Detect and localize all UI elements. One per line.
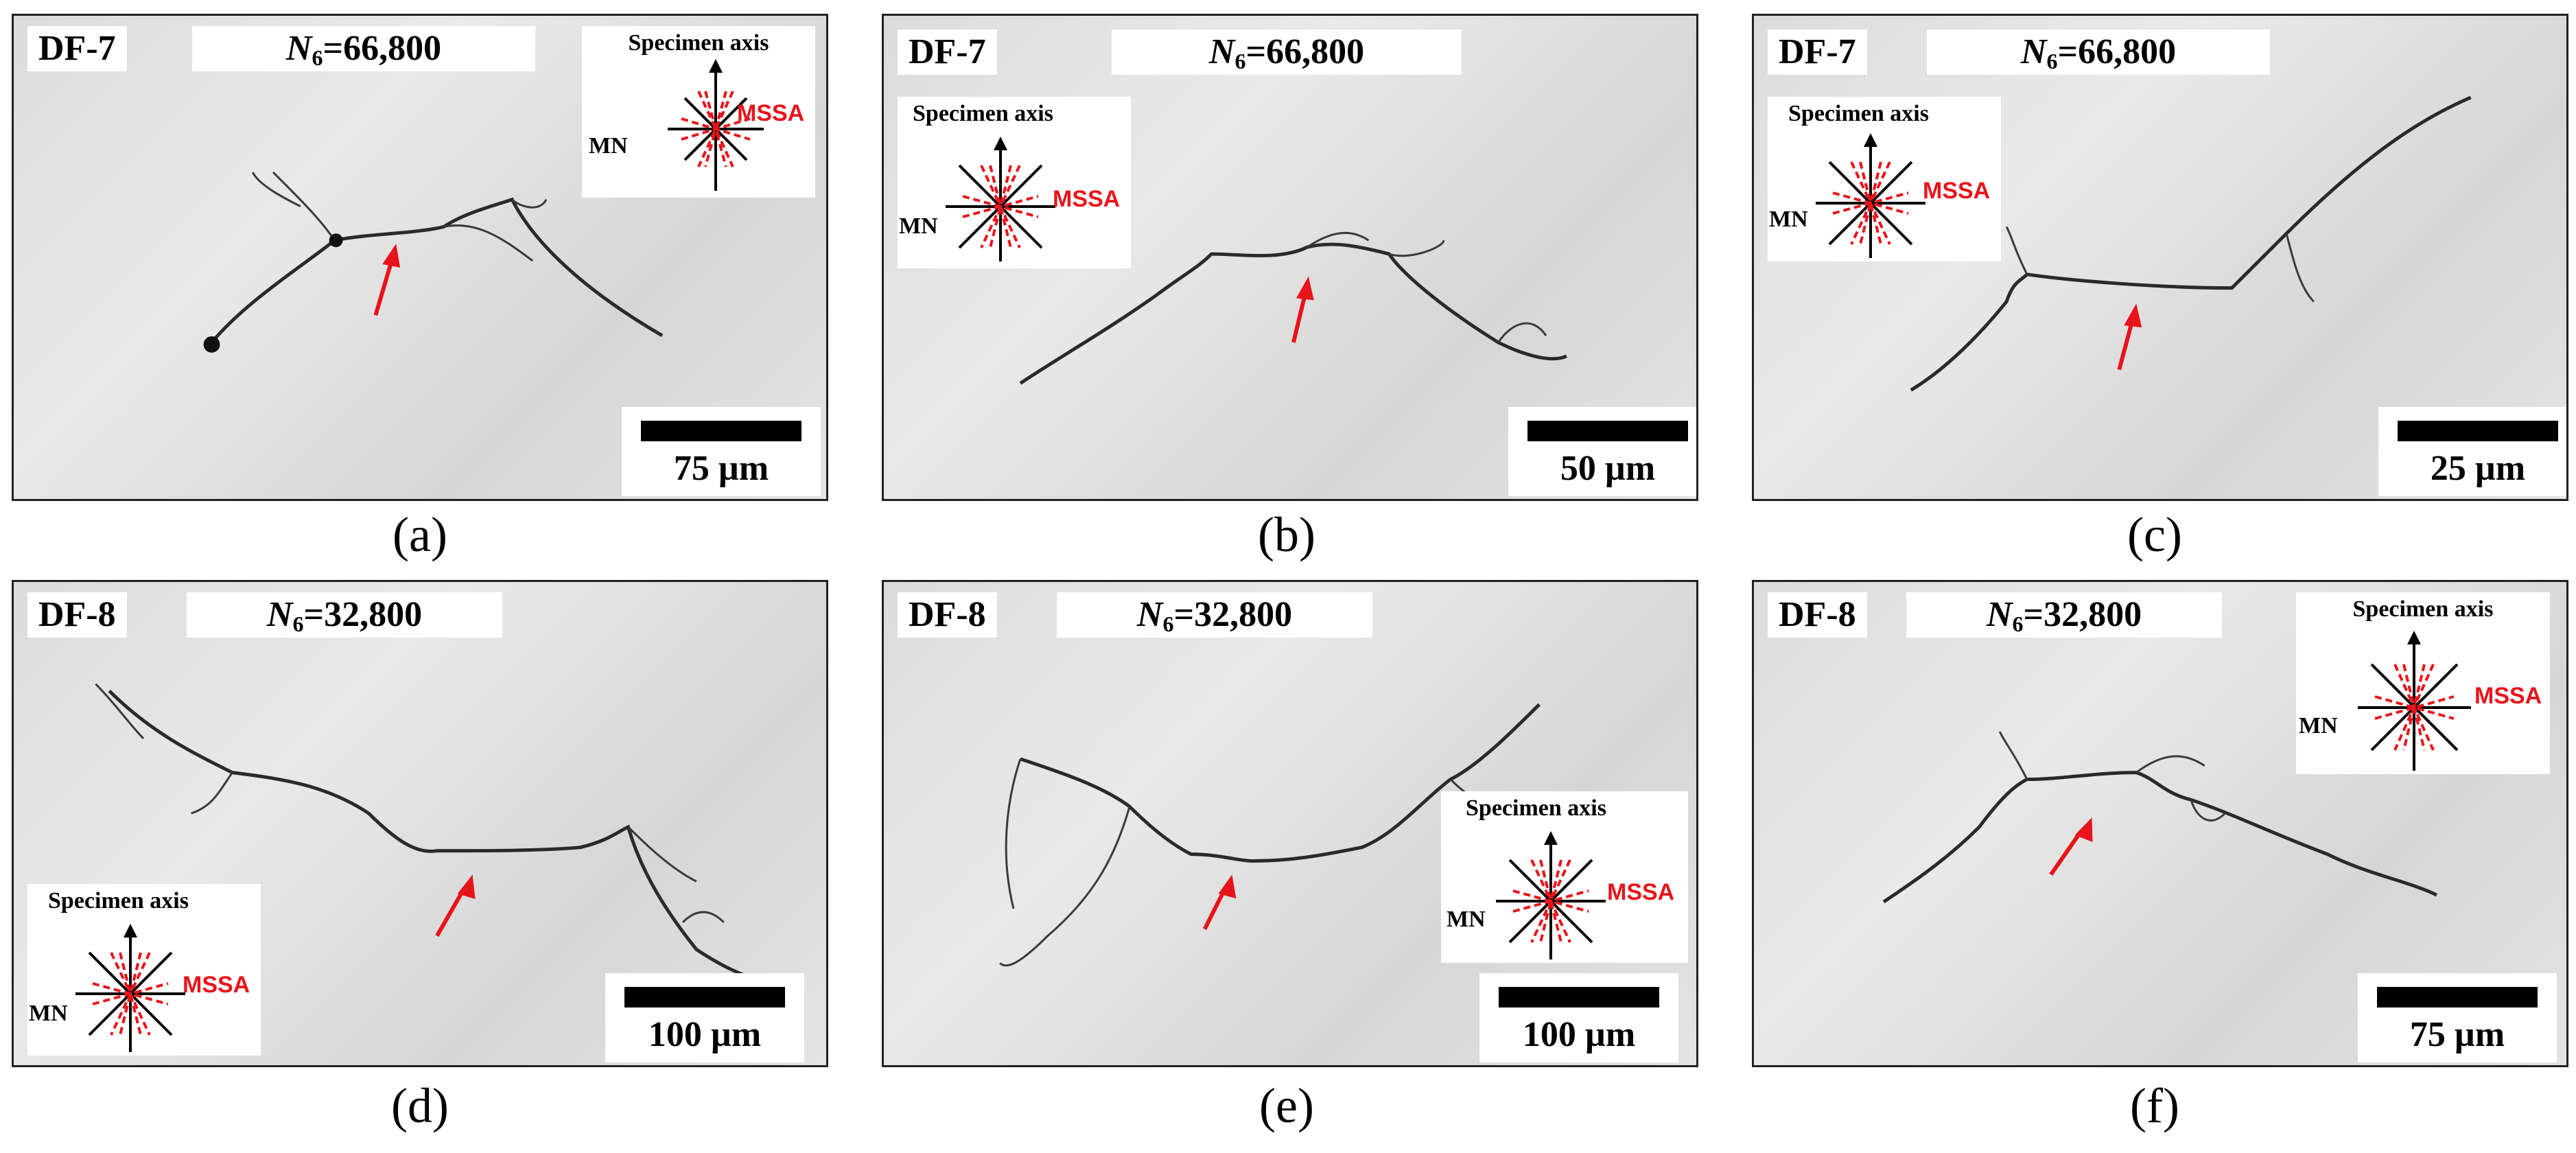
red-arrow-icon — [1291, 290, 1308, 343]
micrograph-panel-f: DF-8 N6=32,800 Specimen axis MN MSSA 75 … — [1752, 580, 2568, 1067]
scale-bar: 25 µm — [2378, 407, 2566, 496]
crack-micrograph — [203, 172, 664, 353]
crack-micrograph — [1882, 731, 2438, 904]
mn-label: MN — [1447, 907, 1486, 932]
specimen-label: DF-7 — [1768, 30, 1867, 75]
specimen-label: DF-7 — [898, 30, 997, 75]
mssa-label: MSSA — [2474, 683, 2542, 709]
scale-bar: 75 µm — [2358, 973, 2557, 1062]
orientation-legend: Specimen axis MN MSSA — [1768, 97, 2001, 261]
cycle-count: N6=66,800 — [1927, 30, 2270, 75]
red-arrow-icon — [2049, 829, 2084, 876]
scale-label: 50 µm — [1560, 449, 1656, 488]
red-arrow-icon — [373, 257, 395, 316]
micrograph-panel-c: DF-7 N6=66,800 Specimen axis MN MSSA 25 … — [1752, 14, 2568, 501]
scale-label: 100 µm — [648, 1015, 762, 1054]
scale-label: 25 µm — [2430, 449, 2526, 488]
axis-title: Specimen axis — [1466, 795, 1606, 821]
orientation-legend: Specimen axis MN MSSA — [2296, 592, 2550, 774]
specimen-label: DF-8 — [27, 592, 127, 638]
axis-title: Specimen axis — [628, 30, 769, 56]
cycle-count: N6=66,800 — [1112, 30, 1462, 75]
scale-label: 75 µm — [673, 449, 769, 488]
mssa-label: MSSA — [1607, 879, 1675, 905]
micrograph-panel-d: DF-8 N6=32,800 Specimen axis MN MSSA 100… — [12, 580, 828, 1067]
mn-label: MN — [2299, 713, 2338, 738]
axis-title: Specimen axis — [1788, 101, 1929, 126]
cycle-count: N6=66,800 — [192, 26, 535, 71]
axis-title: Specimen axis — [2352, 596, 2494, 622]
caption-f: (f) — [2130, 1078, 2179, 1133]
cycle-count: N6=32,800 — [1906, 592, 2222, 638]
axis-title: Specimen axis — [48, 888, 189, 913]
micrograph-panel-b: DF-7 N6=66,800 Specimen axis MN MSSA 50 … — [882, 14, 1698, 501]
caption-b: (b) — [1258, 507, 1315, 562]
crack-micrograph — [1910, 95, 2472, 392]
crack-micrograph — [95, 683, 786, 986]
micrograph-panel-a: DF-7 N6=66,800 Specimen axis MN MSSA 75 … — [12, 14, 828, 501]
red-arrow-icon — [2117, 318, 2135, 371]
cycle-count: N6=32,800 — [187, 592, 502, 638]
crack-micrograph — [1019, 231, 1568, 385]
scale-bar: 75 µm — [622, 407, 821, 496]
red-arrow-icon — [1202, 887, 1228, 931]
scale-bar: 100 µm — [605, 973, 804, 1062]
mn-label: MN — [899, 213, 938, 239]
scale-label: 75 µm — [2409, 1015, 2505, 1054]
caption-d: (d) — [391, 1078, 449, 1133]
specimen-label: DF-7 — [27, 26, 127, 71]
mssa-label: MSSA — [183, 972, 250, 998]
specimen-label: DF-8 — [898, 592, 997, 638]
cycle-count: N6=32,800 — [1057, 592, 1372, 638]
mn-label: MN — [29, 1001, 68, 1026]
orientation-legend: Specimen axis MN MSSA — [898, 97, 1131, 268]
caption-c: (c) — [2127, 507, 2182, 562]
specimen-label: DF-8 — [1768, 592, 1867, 638]
mn-label: MN — [589, 133, 628, 159]
red-arrow-icon — [435, 887, 467, 937]
mssa-label: MSSA — [737, 100, 805, 126]
orientation-legend: Specimen axis MN MSSA — [1441, 791, 1688, 963]
mssa-label: MSSA — [1923, 178, 1991, 204]
axis-title: Specimen axis — [913, 101, 1053, 126]
caption-a: (a) — [393, 507, 447, 562]
mn-label: MN — [1769, 207, 1808, 232]
scale-label: 100 µm — [1522, 1015, 1636, 1054]
mssa-label: MSSA — [1053, 186, 1121, 212]
orientation-legend: Specimen axis MN MSSA — [27, 884, 261, 1056]
caption-e: (e) — [1259, 1078, 1314, 1133]
scale-bar: 100 µm — [1479, 973, 1678, 1062]
orientation-legend: Specimen axis MN MSSA — [582, 26, 815, 198]
scale-bar: 50 µm — [1508, 407, 1696, 496]
micrograph-panel-e: DF-8 N6=32,800 Specimen axis MN MSSA 100… — [882, 580, 1698, 1067]
